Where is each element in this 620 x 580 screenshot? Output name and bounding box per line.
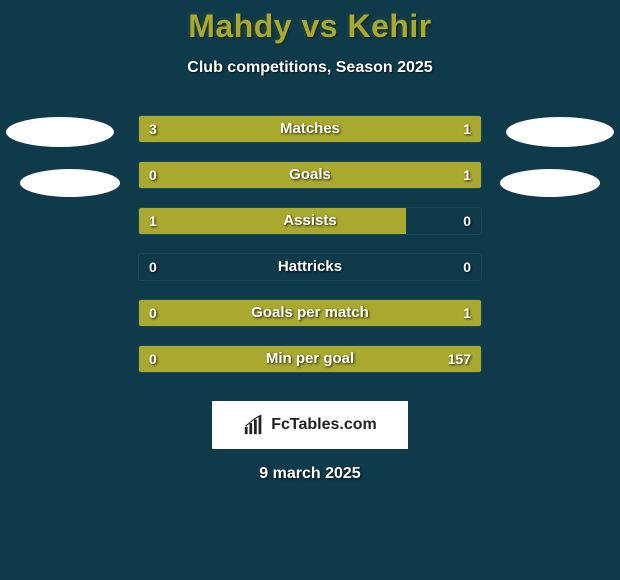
source-badge[interactable]: FcTables.com: [212, 401, 408, 449]
stat-rows: 31Matches 01Goals 10Assists 00Hattricks 01Go…: [0, 115, 620, 373]
chart-area: 31Matches 01Goals 10Assists 00Hattricks 01Go…: [0, 115, 620, 395]
stat-label: Min per goal: [139, 346, 481, 372]
stat-row: 10Assists: [138, 207, 482, 235]
player-left-avatar-1: [6, 117, 114, 147]
stat-label: Matches: [139, 116, 481, 142]
date-label: 9 march 2025: [0, 465, 620, 483]
stat-row: 00Hattricks: [138, 253, 482, 281]
subtitle: Club competitions, Season 2025: [0, 59, 620, 77]
page-title: Mahdy vs Kehir: [0, 8, 620, 45]
stat-row: 01Goals: [138, 161, 482, 189]
stat-row: 31Matches: [138, 115, 482, 143]
stat-label: Assists: [139, 208, 481, 234]
comparison-widget: Mahdy vs Kehir Club competitions, Season…: [0, 0, 620, 483]
fctables-icon: [243, 414, 265, 436]
player-right-avatar-2: [500, 169, 600, 197]
stat-label: Goals: [139, 162, 481, 188]
stat-label: Goals per match: [139, 300, 481, 326]
player-left-avatar-2: [20, 169, 120, 197]
stat-row: 01Goals per match: [138, 299, 482, 327]
stat-label: Hattricks: [139, 254, 481, 280]
player-right-avatar-1: [506, 117, 614, 147]
badge-text: FcTables.com: [271, 416, 377, 434]
stat-row: 0157Min per goal: [138, 345, 482, 373]
